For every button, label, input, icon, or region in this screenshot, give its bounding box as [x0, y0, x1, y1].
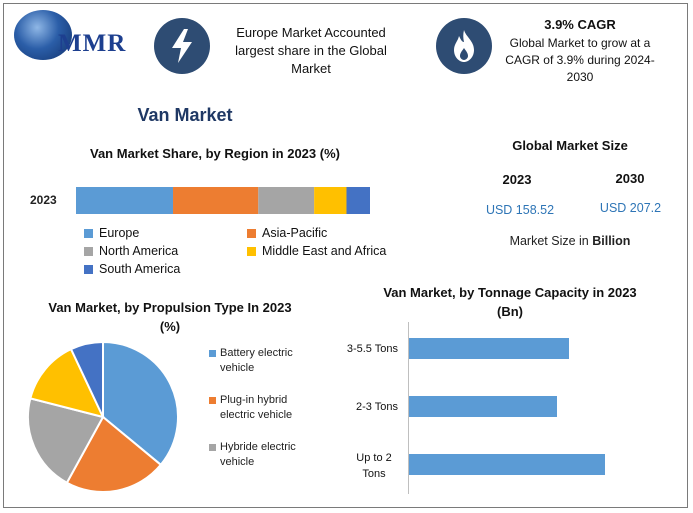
legend-swatch	[247, 246, 256, 256]
legend-label: Battery electric vehicle	[220, 347, 293, 374]
propulsion-pie-chart	[27, 340, 179, 493]
legend-label: Asia-Pacific	[262, 226, 328, 240]
tonnage-bar-2	[409, 454, 605, 475]
legend-label: Plug-in hybrid electric vehicle	[220, 394, 293, 421]
region-category-label: 2023	[30, 193, 57, 207]
page-title: Van Market	[137, 105, 233, 125]
lightning-icon	[154, 18, 210, 74]
europe-share-text: Europe Market Accounted largest share in…	[235, 25, 387, 76]
legend-swatch	[209, 444, 216, 451]
tonnage-bar-0	[409, 338, 569, 359]
bar-segment-middle-east-and-africa	[314, 187, 347, 214]
region-chart-title: Van Market Share, by Region in 2023 (%)	[90, 146, 340, 161]
tonnage-bar-chart	[409, 338, 605, 475]
tonnage-bar-1	[409, 396, 557, 417]
legend-swatch	[247, 228, 256, 238]
pie-legend-plug-in-hybrid: Plug-in hybrid electric vehicle	[209, 393, 319, 423]
unit-note-bold: Billion	[592, 234, 631, 248]
legend-label: Europe	[99, 226, 140, 240]
market-year-2030: 2030	[615, 171, 645, 186]
tonnage-category-label: 3-5.5 Tons	[346, 343, 398, 355]
legend-item-asia-pacific: Asia-Pacific	[247, 226, 327, 240]
bar-segment-asia-pacific	[173, 187, 259, 214]
bar-segment-south-america	[346, 187, 370, 214]
legend-label: South America	[99, 262, 181, 276]
tonnage-chart-title: Van Market, by Tonnage Capacity in 2023 …	[383, 285, 637, 319]
cagr-text: Global Market to grow at a CAGR of 3.9% …	[505, 36, 655, 84]
legend-item-south-america: South America	[84, 262, 180, 276]
pie-slice-2	[27, 397, 105, 485]
legend-item-europe: Europe	[84, 226, 139, 240]
market-size-title: Global Market Size	[512, 138, 628, 153]
legend-swatch	[209, 350, 216, 357]
legend-swatch	[84, 246, 93, 256]
legend-swatch	[84, 264, 93, 274]
infographic-frame	[3, 3, 688, 508]
pie-slice-0	[102, 340, 179, 467]
bar-segment-europe	[76, 187, 174, 214]
pie-legend-hybride: Hybride electric vehicle	[209, 440, 319, 470]
market-year-2023: 2023	[502, 172, 532, 187]
pie-slice-3	[29, 347, 105, 419]
region-stacked-bar-chart	[76, 187, 370, 214]
globe-logo-icon	[14, 10, 72, 60]
market-value-2023: USD 158.52	[485, 203, 555, 217]
pie-slice-1	[65, 415, 163, 493]
unit-note-prefix: Market Size in	[509, 234, 593, 248]
market-value-2030: USD 207.2	[599, 201, 662, 215]
legend-swatch	[84, 228, 93, 238]
legend-label: Hybride electric vehicle	[220, 441, 296, 468]
legend-swatch	[209, 397, 216, 404]
cagr-title: 3.9% CAGR	[544, 17, 616, 32]
legend-label: Middle East and Africa	[262, 244, 387, 258]
legend-label: North America	[99, 244, 179, 258]
tonnage-axis-line	[408, 322, 409, 494]
market-size-unit-note: Market Size in Billion	[490, 234, 650, 248]
bar-segment-north-america	[258, 187, 315, 214]
tonnage-category-label: Up to 2 Tons	[356, 452, 392, 480]
legend-item-north-america: North America	[84, 244, 178, 258]
legend-item-middle-east-africa: Middle East and Africa	[247, 244, 386, 258]
propulsion-chart-title: Van Market, by Propulsion Type In 2023 (…	[48, 300, 292, 334]
flame-icon	[436, 18, 492, 74]
pie-slice-4	[69, 340, 104, 418]
logo-text: MMR	[58, 30, 127, 57]
pie-legend-battery: Battery electric vehicle	[209, 346, 319, 376]
tonnage-category-label: 2-3 Tons	[356, 401, 398, 413]
